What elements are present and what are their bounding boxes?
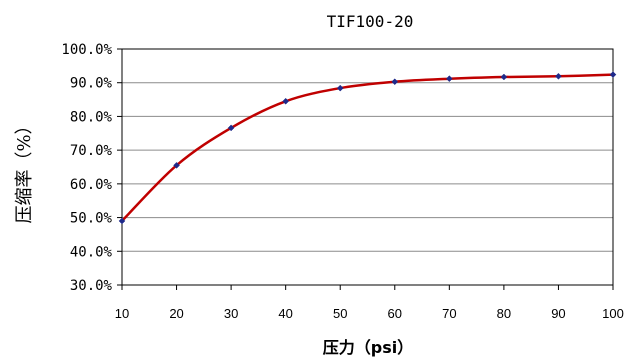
data-point-marker xyxy=(500,73,508,81)
data-point-marker xyxy=(227,124,235,132)
y-axis-label: 压缩率（%） xyxy=(14,116,35,223)
grid-lines xyxy=(122,82,613,252)
y-tick-label: 60.0% xyxy=(70,177,113,193)
x-tick-label: 20 xyxy=(169,306,183,321)
y-tick-label: 40.0% xyxy=(70,244,113,260)
x-tick-label: 80 xyxy=(497,306,511,321)
data-point-marker xyxy=(282,97,290,105)
plot-border xyxy=(121,48,614,286)
y-tick-label: 90.0% xyxy=(70,76,113,92)
x-axis-label: 压力（psi） xyxy=(323,338,413,357)
data-point-marker xyxy=(445,75,453,83)
x-tick-label: 10 xyxy=(115,306,129,321)
y-tick-label: 70.0% xyxy=(70,143,113,159)
x-tick-label: 100 xyxy=(602,306,624,321)
chart-title: TIF100-20 xyxy=(327,12,414,31)
data-point-marker xyxy=(555,72,562,80)
data-point-marker xyxy=(173,161,180,169)
x-tick-label: 60 xyxy=(388,306,402,321)
x-axis-ticks: 10 20 30 40 50 60 70 80 90 100 xyxy=(115,285,624,321)
x-tick-label: 70 xyxy=(442,306,456,321)
y-tick-label: 30.0% xyxy=(70,278,113,294)
x-tick-label: 90 xyxy=(551,306,565,321)
y-axis-ticks: 30.0% 40.0% 50.0% 60.0% 70.0% 80.0% 90.0% 100.0… xyxy=(61,42,122,294)
x-tick-label: 30 xyxy=(224,306,238,321)
y-tick-label: 100.0% xyxy=(61,42,112,58)
x-tick-label: 40 xyxy=(278,306,292,321)
y-tick-label: 50.0% xyxy=(70,211,113,227)
plot-area-frame xyxy=(121,48,614,286)
y-tick-label: 80.0% xyxy=(70,109,113,125)
series-line xyxy=(121,73,614,222)
data-point-marker xyxy=(391,78,399,86)
data-point-marker xyxy=(609,71,617,78)
data-point-marker xyxy=(336,84,344,92)
x-tick-label: 50 xyxy=(333,306,347,321)
data-point-marker xyxy=(118,217,126,225)
series-group xyxy=(118,71,617,225)
